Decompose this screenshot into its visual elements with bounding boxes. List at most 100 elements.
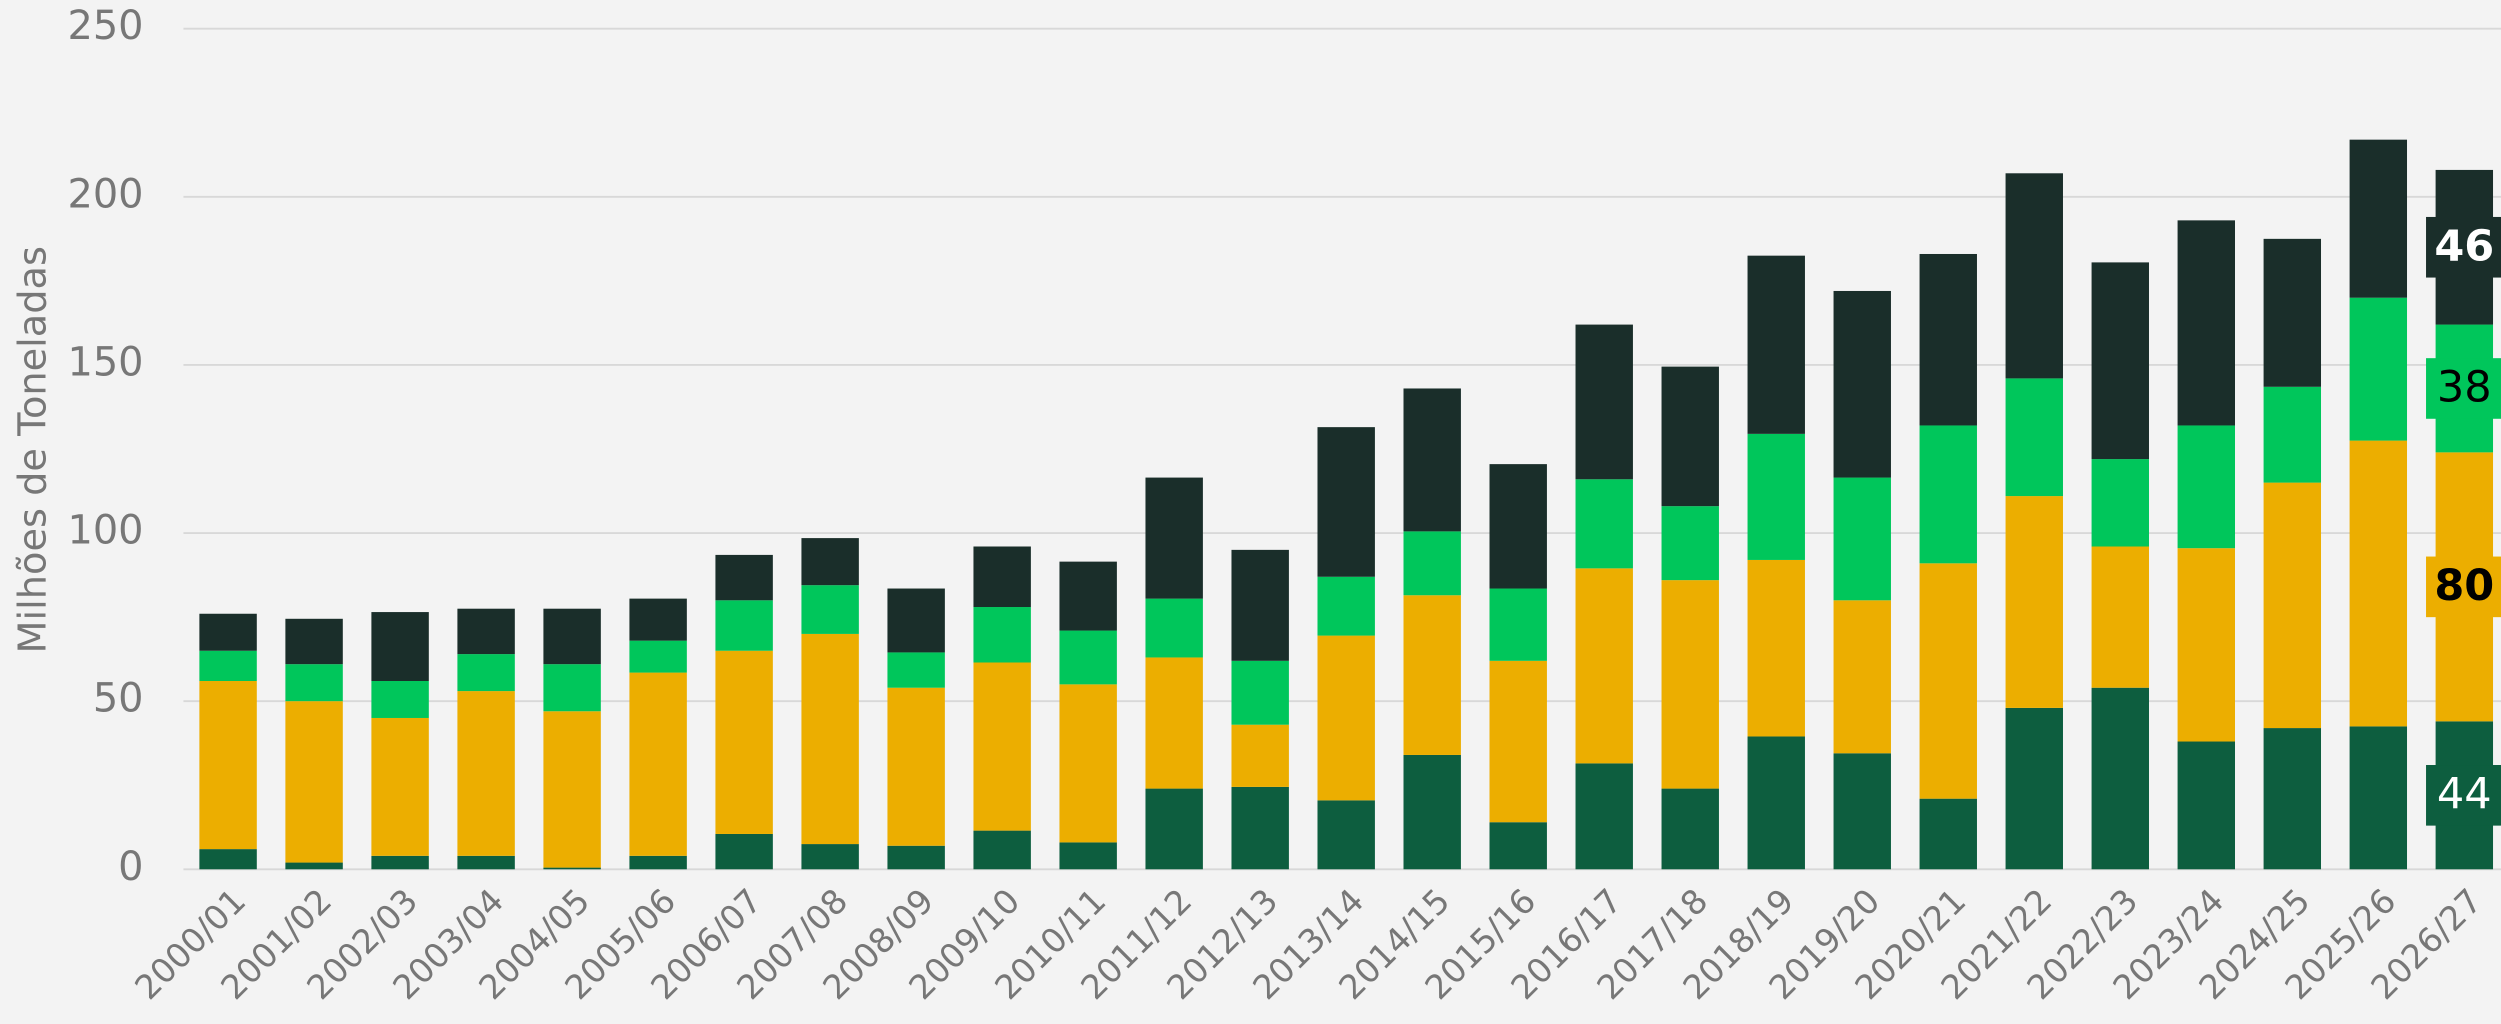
- y-tick-label: 0: [118, 844, 143, 890]
- bar-segment: [1833, 290, 1891, 478]
- data-label: 38: [2437, 363, 2492, 413]
- bar-segment: [1403, 531, 1461, 596]
- data-label-box: [2426, 556, 2501, 618]
- bar-segment: [629, 672, 687, 856]
- bar-segment: [1231, 786, 1289, 870]
- bar-segment: [2091, 262, 2149, 460]
- bar-segment: [285, 618, 343, 665]
- bar-segment: [1661, 506, 1719, 581]
- bar-segment: [285, 664, 343, 702]
- bar-segment: [2005, 496, 2063, 708]
- bar-segment: [1833, 600, 1891, 754]
- data-label: 46: [2434, 221, 2494, 271]
- bar-segment: [1403, 388, 1461, 532]
- bar-segment: [2005, 173, 2063, 379]
- data-label: 44: [2437, 769, 2492, 819]
- data-label: 80: [2434, 561, 2494, 611]
- bar-segment: [715, 600, 773, 651]
- bar-segment: [801, 538, 859, 586]
- bar-segment: [2177, 425, 2235, 549]
- bar-segment: [2349, 726, 2408, 870]
- bar-segment: [1833, 477, 1891, 601]
- bar-segment: [715, 833, 773, 870]
- bar-segment: [2177, 741, 2235, 870]
- bar-segment: [371, 855, 429, 870]
- bar-segment: [629, 598, 687, 641]
- bar-segment: [801, 633, 859, 845]
- bar-segment: [2263, 386, 2322, 483]
- bar-segment: [199, 849, 257, 870]
- bar-segment: [1403, 754, 1461, 870]
- bar-segment: [1919, 253, 1977, 426]
- bar-segment: [2349, 440, 2408, 727]
- data-label-box: [2426, 358, 2501, 419]
- bar-segment: [1317, 800, 1375, 870]
- y-tick-label: 150: [67, 339, 143, 385]
- bar-segment: [715, 650, 773, 834]
- bar-segment: [2263, 238, 2322, 387]
- bar-segment: [1059, 561, 1117, 631]
- bar-segment: [973, 607, 1031, 663]
- bar-segment: [973, 546, 1031, 608]
- bar-segment: [1145, 598, 1203, 658]
- bar-segment: [543, 664, 601, 712]
- bar-segment: [1661, 788, 1719, 870]
- y-tick-label: 50: [93, 676, 144, 722]
- bar-segment: [199, 613, 257, 651]
- bar-segment: [1575, 479, 1633, 569]
- bar-segment: [543, 867, 601, 870]
- bar-segment: [371, 612, 429, 681]
- bar-segment: [1919, 563, 1977, 799]
- bar-segment: [1747, 736, 1805, 870]
- bar-segment: [1231, 724, 1289, 787]
- bar-segment: [1231, 660, 1289, 725]
- bar-segment: [887, 588, 945, 653]
- bar-segment: [1489, 588, 1547, 661]
- bar-segment: [1661, 366, 1719, 507]
- bar-segment: [629, 855, 687, 870]
- bar-segment: [1059, 842, 1117, 870]
- bar-segment: [543, 711, 601, 868]
- y-tick-label: 200: [67, 171, 143, 217]
- bar-segment: [1747, 255, 1805, 434]
- bar-segment: [1145, 788, 1203, 870]
- bar-segment: [1489, 822, 1547, 870]
- bar-segment: [2005, 378, 2063, 497]
- bar-segment: [629, 640, 687, 673]
- bar-segment: [887, 652, 945, 688]
- bar-segment: [2091, 546, 2149, 688]
- bar-segment: [1575, 763, 1633, 870]
- bar-segment: [2349, 297, 2408, 441]
- bar-segment: [1575, 324, 1633, 480]
- bar-segment: [887, 845, 945, 870]
- y-tick-label: 100: [67, 508, 143, 554]
- bar-segment: [1145, 657, 1203, 789]
- data-label-box: [2426, 765, 2501, 826]
- bar-segment: [1231, 549, 1289, 661]
- bar-segment: [2263, 482, 2322, 729]
- bar-segment: [1661, 580, 1719, 789]
- bar-segment: [457, 608, 515, 655]
- bar-segment: [1145, 477, 1203, 599]
- bar-segment: [1317, 576, 1375, 636]
- bar-segment: [1403, 595, 1461, 755]
- bar-segment: [371, 717, 429, 856]
- bar-segment: [285, 862, 343, 870]
- bar-segment: [1489, 660, 1547, 823]
- bar-segment: [973, 662, 1031, 831]
- bar-segment: [1919, 798, 1977, 870]
- y-tick-label: 250: [67, 3, 143, 49]
- bar-segment: [457, 691, 515, 856]
- bar-segment: [715, 554, 773, 601]
- bar-segment: [2005, 707, 2063, 870]
- bar-segment: [1919, 425, 1977, 564]
- bar-segment: [1747, 433, 1805, 560]
- bar-segment: [285, 701, 343, 863]
- bar-segment: [1059, 630, 1117, 685]
- y-axis-title: Milhões de Toneladas: [11, 246, 56, 653]
- bar-segment: [457, 855, 515, 870]
- bar-segment: [543, 608, 601, 665]
- bar-segment: [199, 650, 257, 681]
